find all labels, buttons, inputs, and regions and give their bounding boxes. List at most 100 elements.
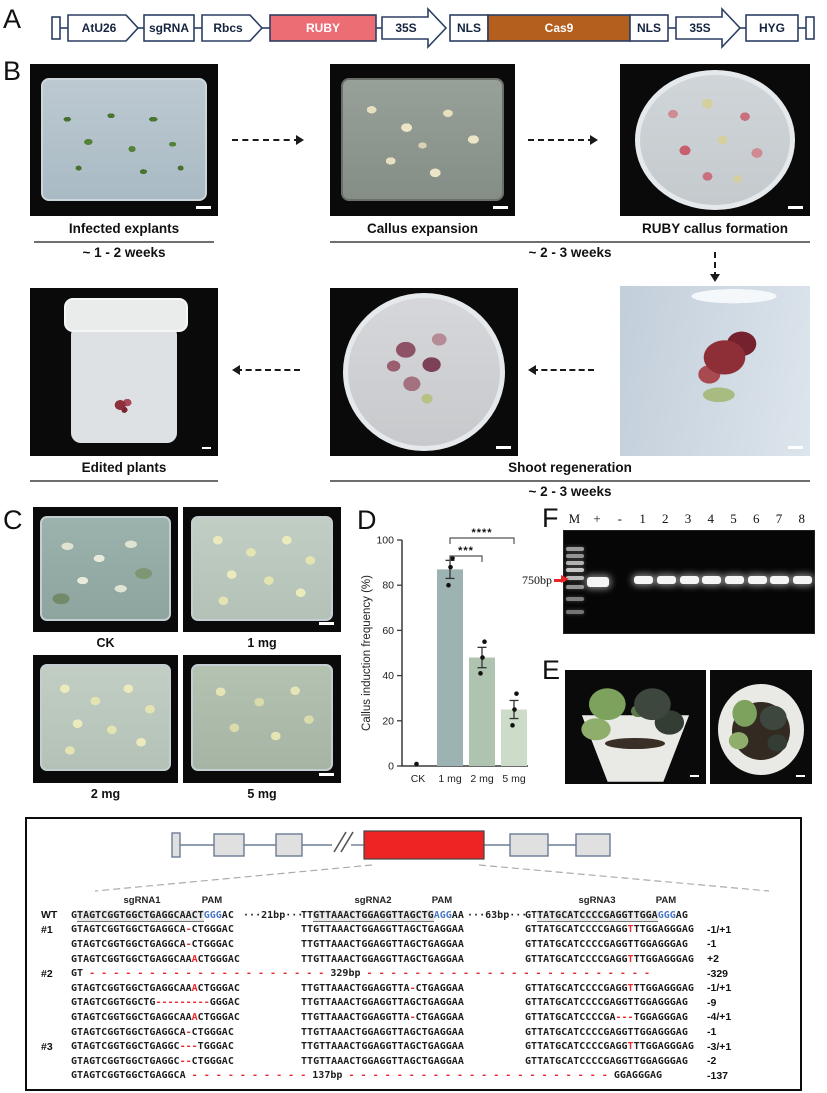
ruby-callus-dish-illustration [635,70,795,210]
pcr-band-lane-+ [587,577,610,587]
gel-marker-label: 750bp [522,573,552,587]
seq-s1: GTAGTCGGTGGCTGAGGCAAACTGGGAC [71,1011,240,1023]
underline-row2 [330,480,810,482]
five-mg-box-illustration [190,663,334,772]
construct-atu26-arrow [67,14,140,42]
pcr-band-lane-5 [724,576,744,584]
underline-step1 [34,241,214,243]
photo-ck [33,507,178,632]
construct-cas9-label: Cas9 [545,21,574,35]
lane-label--: - [617,511,622,526]
data-point [478,671,483,676]
sgrna1-label: sgRNA1 [123,895,161,906]
red-shoot-illustration [620,286,810,456]
construct-diagram: AtU26 sgRNA Rbcs RUBY 35S NLS Cas9 NLS 3… [51,6,815,50]
construct-sgrna-label: sgRNA [149,21,189,35]
construct-35s-arrow-1 [381,6,448,50]
lane-label-2: 2 [662,511,669,526]
y-tick-label: 0 [388,761,394,773]
data-point [514,691,519,696]
alignment-row: GTAGTCGGTGGCTGAGGCAAACTGGGAC TTGTTAAACTGG… [41,981,789,996]
ladder-band [566,610,585,614]
duration-row1: ~ 2 - 3 weeks [528,245,612,260]
y-axis-label: Callus induction frequency (%) [361,575,373,731]
panel-label-e: E [542,655,561,685]
construct-nls-label-2: NLS [637,21,661,35]
underline-step4 [30,480,218,482]
panel-label-d: D [357,505,377,535]
indel-annotation: -2 [707,1055,717,1068]
indel-annotation: +2 [707,953,719,966]
callus-induction-bar-chart: 0 20 40 60 80 100 Callus induction frequency (… [361,527,528,785]
editing-results-box: sgRNA1 PAM sgRNA2 PAM sgRNA3 PAM WT GTAGT… [25,817,802,1091]
seq-s1: GTAGTCGGTGGCTG---------GGGAC [71,997,240,1009]
y-tick-label: 80 [382,580,394,592]
seq-s3: GTTATGCATCCCCGAGGTTTGGAGGGAG [525,982,694,994]
allele-label: #3 [41,1040,53,1053]
exon-5 [509,833,549,857]
panel-label-f: F [542,503,559,533]
alignment-row: GTAGTCGGTGGCTGAGGCA - - - - - - - - - - … [41,1069,789,1084]
duration-row2: ~ 2 - 3 weeks [528,484,612,499]
gel-image [563,530,815,634]
pam1-label: PAM [201,895,223,906]
x-tick-label: 5 mg [502,773,526,785]
lane-label-6: 6 [752,511,760,526]
scale-bar [319,622,334,625]
data-point [448,564,453,570]
scale-bar [690,775,699,777]
pcr-band-lane-3 [679,576,699,584]
gel-marker-arrow [554,575,569,583]
photo-5mg [183,655,341,783]
indel-annotation: -329 [707,967,729,980]
pcr-band-lane-4 [702,576,722,584]
indel-annotation: -3/+1 [707,1040,732,1053]
x-tick-label: 2 mg [470,773,494,785]
gel-lane-labels: M + - 1 2 3 4 5 6 7 8 [563,511,813,527]
ladder-band [566,568,585,572]
jar-illustration [71,324,177,443]
shoot-dish-illustration [343,293,505,451]
photo-callus-expansion [330,64,515,216]
scale-bar [493,206,508,209]
caption-ruby-callus-formation: RUBY callus formation [641,221,789,236]
data-point [446,582,451,588]
seq-s1: GTAGTCGGTGGCTGAGGCAACTGGGAC [71,909,234,922]
photo-ruby-callus-formation [620,64,810,216]
label-5mg: 5 mg [247,787,277,801]
significance-label: *** [458,545,474,557]
data-point [512,707,517,712]
lane-label-4: 4 [707,511,715,526]
photo-shoot-regeneration-dish [330,288,518,456]
exon-2 [213,833,245,857]
label-ck: CK [96,636,115,650]
scale-bar [788,206,803,209]
construct-nls-box-1 [449,14,489,42]
seq-s1: GTAGTCGGTGGCTGAGGC---TGGGAC [71,1041,234,1053]
two-mg-box-illustration [40,663,171,772]
seq-s2: TTGTTAAACTGGAGGTTAGCTGAGGAA [301,953,464,965]
alignment-row-WT: WT GTAGTCGGTGGCTGAGGCAACTGGGAC ···21bp··· T… [41,908,789,923]
seq-sep2: ···63bp··· [467,909,528,921]
caption-infected-explants: Infected explants [68,221,180,236]
indel-annotation: -1/+1 [707,923,732,936]
pcr-band-lane-8 [793,576,813,584]
ladder-band [566,585,585,589]
panel-label-c: C [3,505,23,535]
seq-s2: TTGTTAAACTGGAGGTTAGCTGAGGAA [301,924,464,936]
scale-bar [196,206,211,209]
panel-label-b: B [3,56,22,86]
allele-label: #2 [41,967,53,980]
scale-bar [788,446,803,449]
construct-35s-arrow-2 [675,6,742,50]
alignment-row-1: #1 GTAGTCGGTGGCTGAGGCA-CTGGGAC TTGTTAAACTG… [41,923,789,938]
seq-s2: TTGTTAAACTGGAGGTTA-CTGAGGAA [301,1011,464,1023]
lane-label-8: 8 [798,511,805,526]
data-point [450,555,455,561]
construct-hyg-label: HYG [759,21,785,35]
seq-s1: GTAGTCGGTGGCTGAGGCAAACTGGGAC [71,982,240,994]
sequence-break-slashes [333,831,354,853]
seq-s2: TTGTTAAACTGGAGGTTAGCTGAGGAA [301,997,464,1009]
label-2mg: 2 mg [90,787,121,801]
